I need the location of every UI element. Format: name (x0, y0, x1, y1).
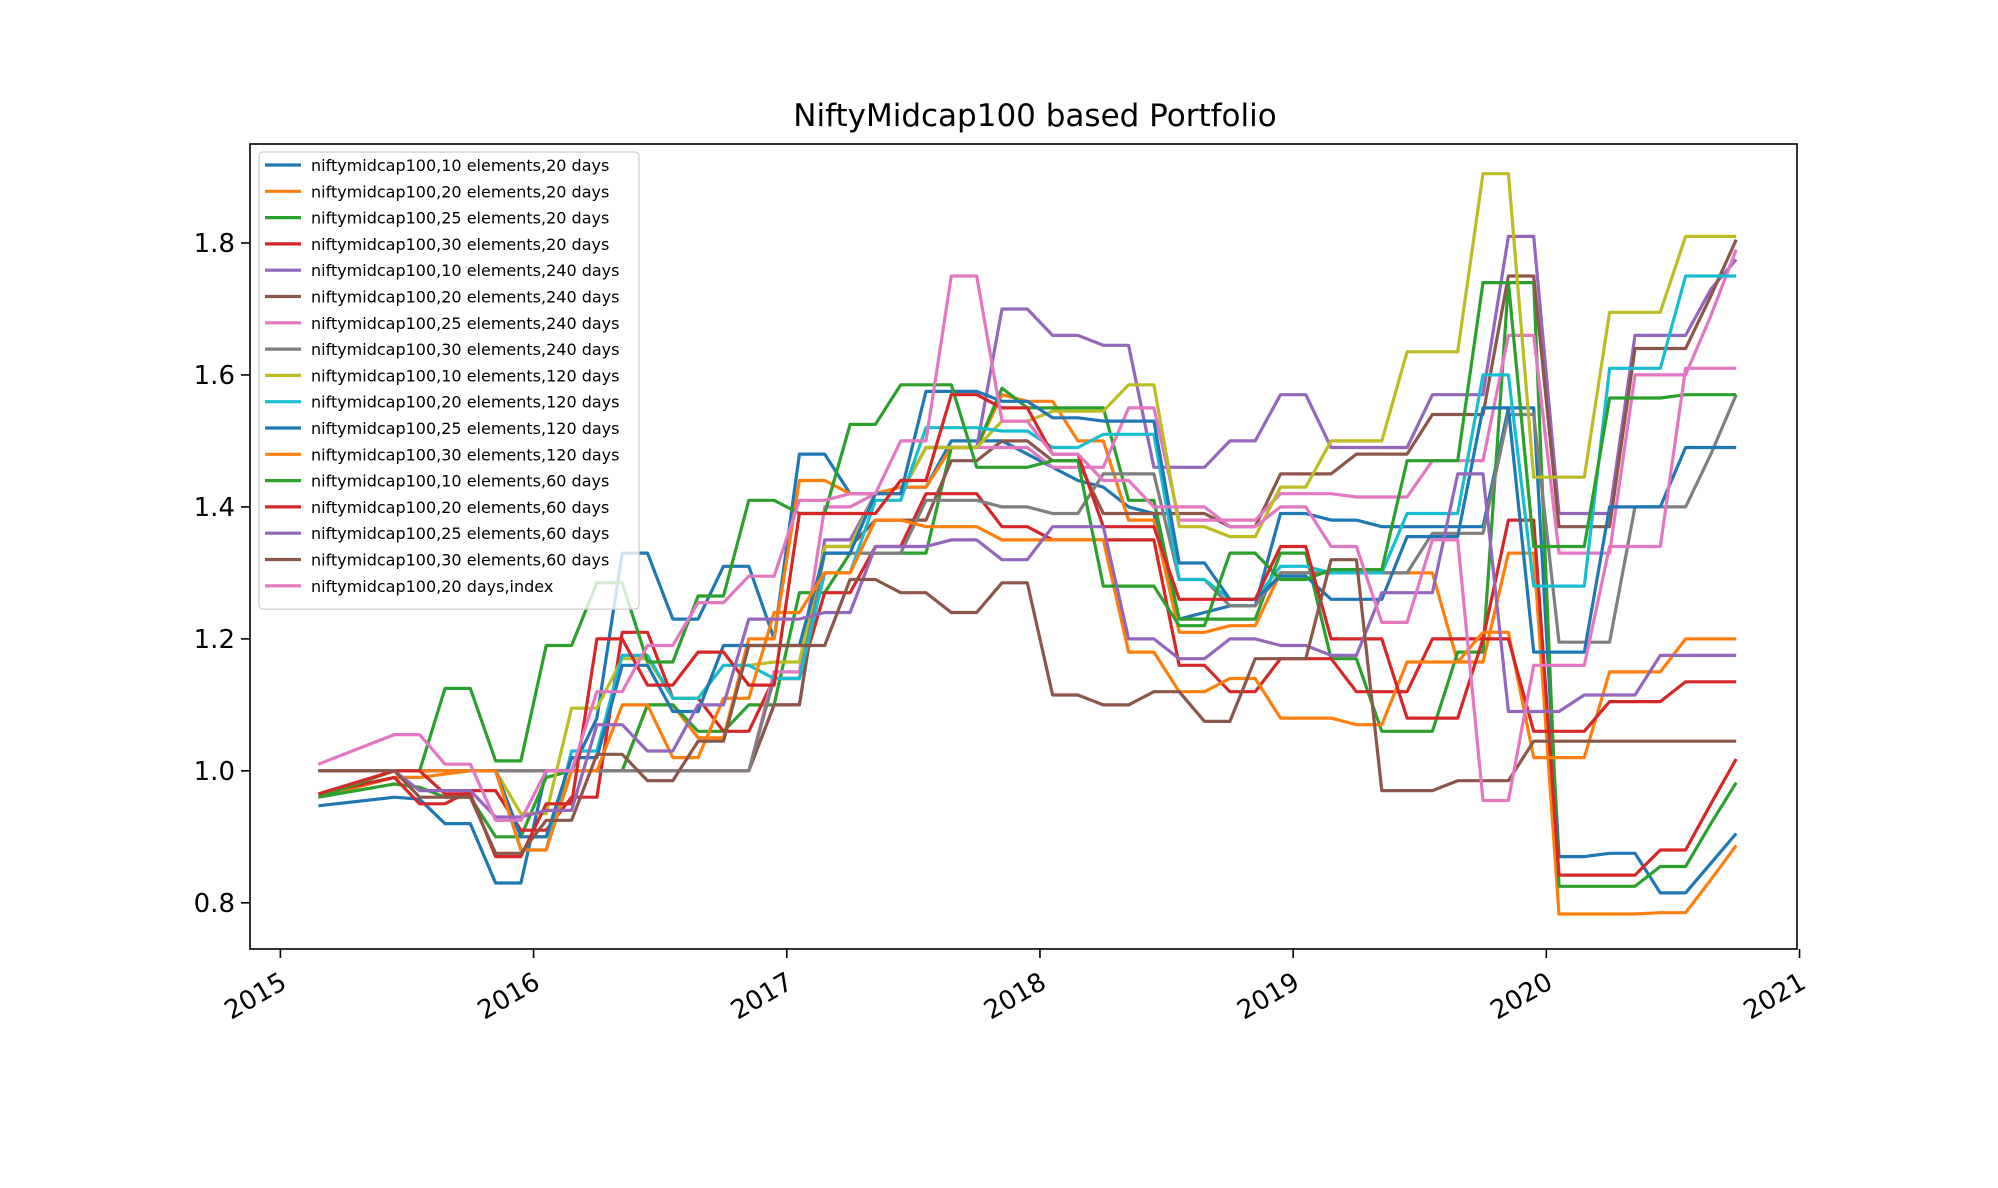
series-line-9 (318, 172, 1737, 816)
legend-label: niftymidcap100,10 elements,60 days (311, 472, 609, 491)
y-axis: 0.8 1.0 1.2 1.4 1.6 1.8 (194, 229, 250, 919)
series-line-12 (318, 518, 1737, 852)
legend-label: niftymidcap100,30 elements,240 days (311, 340, 619, 359)
legend-label: niftymidcap100,25 elements,120 days (311, 419, 619, 438)
y-tick-label: 1.8 (194, 229, 235, 259)
legend-label: niftymidcap100,25 elements,60 days (311, 524, 609, 543)
y-tick-label: 1.4 (194, 493, 235, 523)
legend-label: niftymidcap100,30 elements,20 days (311, 235, 609, 254)
legend-label: niftymidcap100,30 elements,60 days (311, 551, 609, 570)
chart-title: NiftyMidcap100 based Portfolio (793, 98, 1276, 134)
legend-label: niftymidcap100,20 elements,240 days (311, 288, 619, 307)
y-tick-label: 1.2 (194, 625, 235, 655)
series-line-15 (318, 472, 1737, 819)
series-layer (317, 172, 1738, 916)
legend-label: niftymidcap100,20 elements,120 days (311, 393, 619, 412)
legend-label: niftymidcap100,10 elements,120 days (311, 366, 619, 385)
legend-label: niftymidcap100,20 days,index (311, 577, 553, 596)
series-line-10 (318, 274, 1737, 852)
legend-label: niftymidcap100,30 elements,120 days (311, 445, 619, 464)
legend: niftymidcap100,10 elements,20 days niftym… (258, 151, 640, 610)
legend-label: niftymidcap100,20 elements,20 days (311, 182, 609, 201)
y-tick-label: 1.0 (194, 757, 235, 787)
legend-box (258, 151, 640, 610)
legend-label: niftymidcap100,25 elements,240 days (311, 314, 619, 333)
series-line-17 (317, 274, 1737, 822)
legend-label: niftymidcap100,10 elements,20 days (311, 156, 609, 175)
series-line-16 (318, 558, 1737, 855)
plot-frame (249, 143, 1798, 950)
legend-label: niftymidcap100,10 elements,240 days (311, 261, 619, 280)
legend-label: niftymidcap100,20 elements,60 days (311, 498, 609, 517)
y-tick-label: 0.8 (194, 889, 235, 919)
legend-label: niftymidcap100,25 elements,20 days (311, 209, 609, 228)
y-tick-label: 1.6 (194, 361, 235, 391)
